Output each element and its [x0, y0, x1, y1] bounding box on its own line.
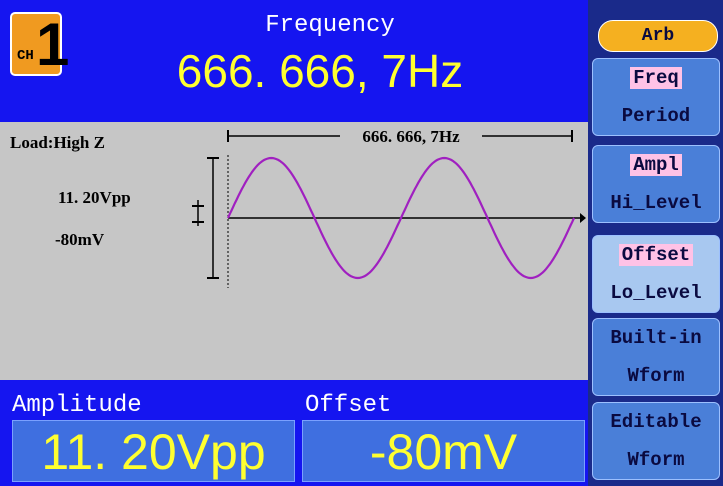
waveform-area — [0, 122, 588, 380]
amplitude-label: 11. 20Vpp — [58, 188, 131, 207]
header — [0, 0, 588, 122]
menu-secondary: Hi_Level — [610, 192, 702, 214]
menu-button[interactable]: Freq Period — [592, 58, 720, 136]
offset-label: -80mV — [55, 230, 105, 249]
menu-primary: Ampl — [630, 154, 682, 176]
menu-primary: Offset — [618, 244, 694, 266]
menu-secondary: Lo_Level — [610, 282, 702, 304]
channel-number: 1 — [36, 11, 70, 78]
frequency-value: 666. 666, 7Hz — [176, 45, 464, 97]
label-bg — [340, 126, 482, 146]
menu-secondary: Wform — [627, 449, 685, 471]
menu-button[interactable]: Ampl Hi_Level — [592, 145, 720, 223]
menu-top[interactable]: Arb — [598, 20, 718, 52]
sine-wave — [226, 156, 576, 280]
menu-primary: Editable — [610, 411, 702, 433]
axis-arrow — [580, 213, 586, 223]
param-value: -80mV — [302, 420, 585, 482]
menu-button[interactable]: Editable Wform — [592, 402, 720, 480]
param-label: Offset — [305, 392, 392, 419]
title: Frequency — [265, 12, 395, 39]
load: Load:High Z — [10, 133, 105, 152]
channel-prefix: CH — [17, 48, 34, 64]
menu-primary: Freq — [630, 67, 682, 89]
menu-button[interactable]: Offset Lo_Level — [592, 235, 720, 313]
param-value: 11. 20Vpp — [12, 420, 295, 482]
waveform: 666. 666, 7Hz — [192, 126, 586, 288]
menu-primary: Built-in — [610, 327, 702, 349]
menu-button[interactable]: Built-in Wform — [592, 318, 720, 396]
menu-secondary: Period — [621, 105, 691, 127]
channel-badge: CH 1 — [10, 11, 69, 78]
param-label: Amplitude — [12, 392, 142, 419]
menu-secondary: Wform — [627, 365, 685, 387]
period-label: 666. 666, 7Hz — [362, 127, 460, 146]
